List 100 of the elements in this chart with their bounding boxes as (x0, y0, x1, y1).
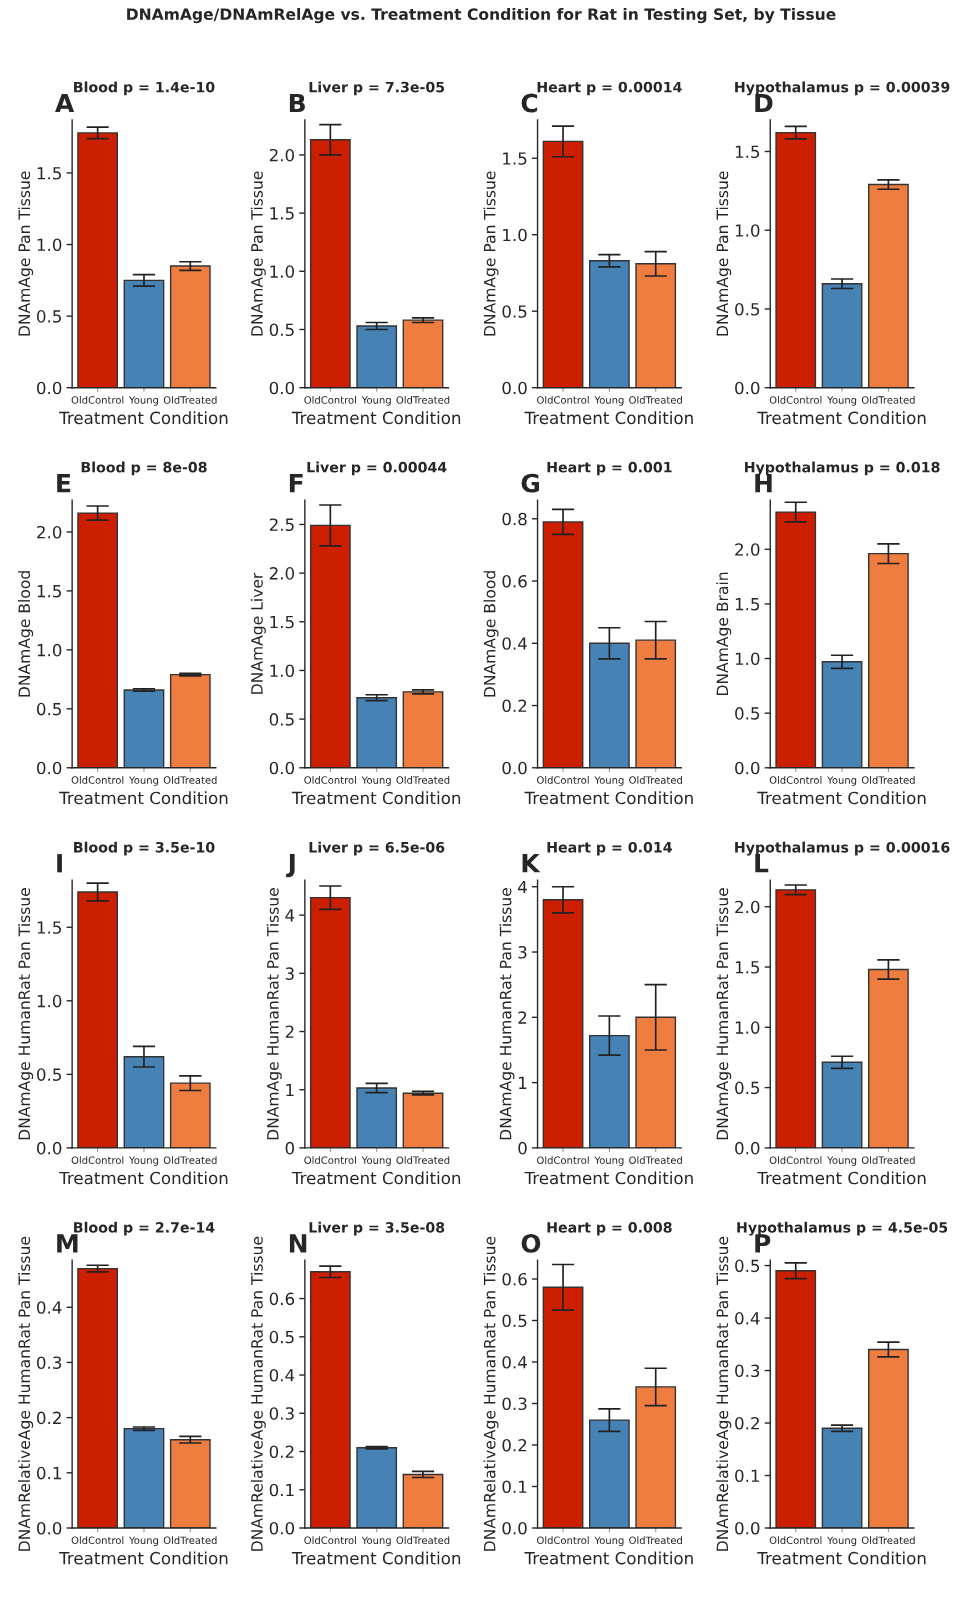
bar (588, 642, 630, 768)
x-axis-title: Treatment Condition (291, 411, 461, 425)
y-tick-label: 0.4 (735, 1312, 760, 1325)
y-tick-label: 1.0 (37, 238, 62, 252)
y-tick-label: 3 (518, 945, 527, 959)
text: A (55, 93, 75, 113)
y-tick-label: 2.0 (735, 543, 760, 556)
bar (77, 891, 119, 1148)
x-axis-title: Treatment Condition (59, 1551, 228, 1565)
y-tick-label: 0.3 (37, 1356, 62, 1369)
bar (821, 1061, 863, 1148)
bar (775, 511, 817, 768)
x-axis-title: Treatment Condition (59, 791, 228, 805)
x-axis-title: Treatment Condition (757, 1551, 926, 1565)
bar (356, 697, 398, 768)
bar (77, 132, 119, 388)
y-tick-label: 1.0 (270, 664, 295, 678)
y-tick-label: 0.2 (502, 699, 527, 713)
y-tick-label: 0.5 (502, 305, 527, 318)
bar (588, 260, 630, 388)
y-tick-label: 0.2 (502, 1438, 527, 1452)
y-tick-label: 0.0 (735, 761, 760, 775)
text: D (755, 93, 773, 113)
y-tick-label: 2.0 (735, 900, 760, 914)
text: H (755, 474, 772, 493)
x-axis-title: Treatment Condition (524, 411, 693, 425)
y-tick-label: 0.5 (269, 713, 294, 726)
y-tick-label: 3 (285, 967, 294, 980)
bar (356, 325, 398, 388)
y-tick-label: 0 (518, 1141, 527, 1155)
y-tick-label: 1 (519, 1076, 527, 1089)
y-tick-label: 0.3 (502, 1397, 527, 1411)
y-tick-label: 0.8 (502, 512, 527, 526)
text: N (289, 1234, 307, 1253)
text: P (755, 1234, 771, 1253)
y-tick-label: 0.5 (37, 702, 61, 716)
y-tick-label: 0.4 (37, 1301, 62, 1314)
y-tick-label: 0.4 (269, 1369, 295, 1382)
text: O (521, 1233, 541, 1253)
y-tick-label: 1.5 (270, 207, 294, 220)
bar (775, 131, 817, 388)
y-tick-label: 1.5 (503, 152, 527, 165)
text: I (57, 854, 62, 873)
y-tick-label: 0.0 (269, 381, 295, 395)
y-tick-label: 0.2 (37, 1411, 61, 1425)
y-tick-label: 0.0 (735, 1141, 760, 1155)
y-tick-label: 1.5 (735, 961, 760, 974)
bar (542, 140, 584, 388)
bar (635, 263, 677, 388)
bar (821, 661, 863, 768)
bar (169, 673, 211, 768)
y-tick-label: 0.5 (269, 1330, 294, 1344)
text: J (286, 854, 295, 878)
bar (635, 1016, 677, 1148)
bar (868, 1348, 909, 1528)
y-tick-label: 0.5 (37, 1068, 61, 1081)
y-tick-label: 2.0 (269, 567, 295, 580)
bar (868, 968, 909, 1148)
bar (588, 1419, 630, 1528)
x-axis-title: Treatment Condition (757, 791, 926, 805)
y-tick-label: 2 (285, 1025, 294, 1038)
y-tick-label: 0.0 (502, 1521, 527, 1535)
y-tick-label: 0.5 (269, 323, 294, 337)
bar (356, 1087, 398, 1148)
y-tick-label: 1.0 (503, 228, 527, 242)
y-tick-label: 0.5 (37, 310, 61, 323)
x-axis-title: Treatment Condition (524, 1551, 693, 1565)
y-tick-label: 0.1 (269, 1483, 294, 1497)
bar (309, 139, 351, 388)
bar (402, 691, 444, 768)
y-tick-label: 0.0 (37, 761, 62, 775)
y-tick-label: 2.0 (269, 148, 295, 162)
bar (123, 1427, 165, 1528)
y-tick-label: 1.5 (270, 615, 294, 629)
y-tick-label: 0.3 (735, 1364, 760, 1378)
y-tick-label: 0.0 (735, 1521, 760, 1535)
y-tick-label: 0.6 (502, 1272, 527, 1286)
y-tick-label: 0.1 (502, 1480, 527, 1494)
bar (542, 1286, 584, 1528)
x-axis-title: Treatment Condition (757, 411, 926, 425)
y-tick-label: 0.5 (735, 1081, 760, 1095)
y-tick-label: 2.0 (37, 525, 62, 539)
y-tick-label: 0.3 (269, 1407, 294, 1420)
y-tick-label: 1.0 (735, 652, 760, 666)
y-tick-label: 0.1 (735, 1469, 759, 1483)
text: C (521, 93, 538, 113)
x-axis-title: Treatment Condition (524, 1171, 693, 1185)
bar (309, 1271, 351, 1528)
bar (635, 1386, 677, 1528)
y-tick-label: 0.5 (735, 302, 760, 316)
y-tick-label: 1.5 (735, 598, 760, 611)
text: B (289, 93, 305, 113)
y-tick-label: 0.2 (269, 1445, 294, 1459)
y-tick-label: 1.5 (37, 921, 61, 934)
x-axis-title: Treatment Condition (291, 791, 461, 805)
y-tick-label: 1 (286, 1083, 294, 1097)
bar (123, 689, 165, 768)
y-tick-label: 0.6 (269, 1292, 295, 1306)
x-axis-title: Treatment Condition (291, 1551, 461, 1565)
y-tick-label: 4 (285, 909, 295, 922)
